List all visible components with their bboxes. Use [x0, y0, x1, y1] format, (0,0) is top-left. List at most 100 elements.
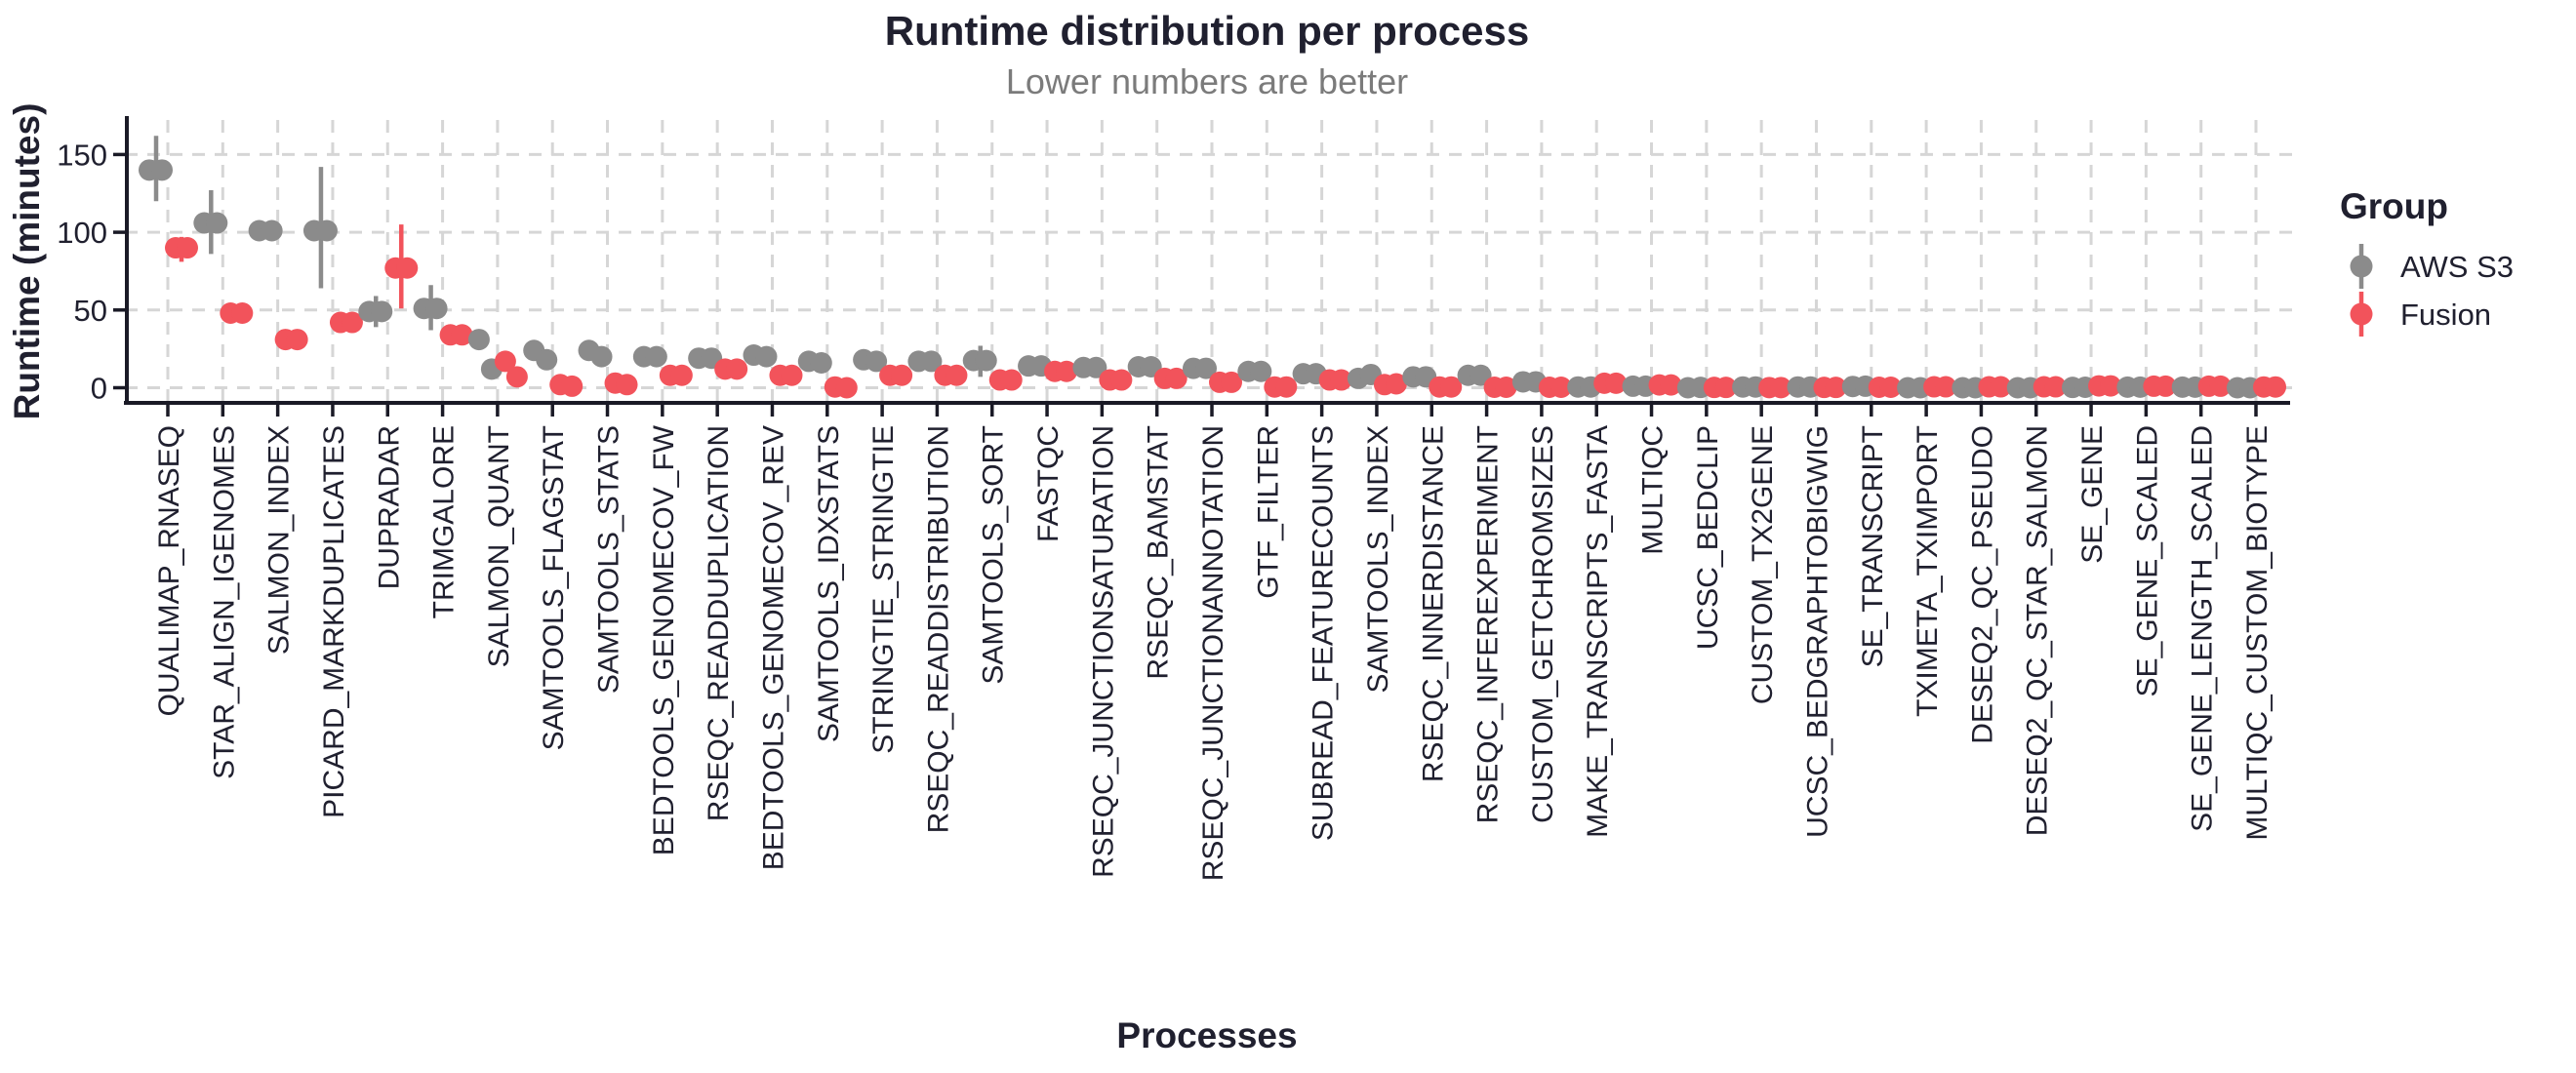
x-tick-label: RSEQC_JUNCTIONSATURATION	[1087, 425, 1119, 878]
x-tick-label: MULTIQC	[1637, 425, 1670, 555]
x-tick-label: SAMTOOLS_IDXSTATS	[813, 425, 845, 742]
data-point-fusion	[1275, 376, 1298, 398]
data-point-fusion	[177, 237, 198, 259]
data-point-aws	[1195, 357, 1218, 379]
legend-item-fusion: Fusion	[2350, 292, 2491, 337]
x-tick-label: FASTQC	[1032, 425, 1065, 542]
y-tick-label: 150	[57, 138, 107, 172]
x-tick-label: CUSTOM_GETCHROMSIZES	[1527, 425, 1559, 823]
x-axis-title: Processes	[1116, 1015, 1297, 1055]
data-point-fusion	[396, 257, 419, 279]
y-tick-label: 50	[74, 294, 107, 328]
data-point-fusion	[1495, 377, 1517, 399]
data-point-fusion	[1000, 369, 1023, 391]
x-tick-label: RSEQC_INFEREXPERIMENT	[1472, 425, 1505, 823]
data-point-aws	[206, 212, 228, 234]
data-point-fusion	[1550, 377, 1572, 399]
legend-item-label: Fusion	[2400, 298, 2491, 332]
data-point-aws	[645, 345, 667, 368]
data-point-aws	[755, 345, 778, 368]
data-point-aws	[975, 349, 997, 372]
data-point-fusion	[2100, 375, 2122, 397]
data-point-aws	[1085, 356, 1107, 378]
data-point-fusion	[451, 324, 473, 346]
legend: Group AWS S3 Fusion	[2340, 186, 2514, 337]
legend-item-aws: AWS S3	[2350, 244, 2514, 289]
data-point-fusion	[1990, 376, 2012, 398]
x-tick-label: PICARD_MARKDUPLICATES	[318, 425, 350, 818]
data-point-fusion	[2265, 376, 2287, 398]
data-point-fusion	[891, 364, 913, 386]
data-point-fusion	[286, 329, 308, 351]
x-tick-label: SE_GENE	[2076, 425, 2109, 564]
data-point-fusion	[670, 364, 693, 386]
x-tick-label: GTF_FILTER	[1252, 425, 1284, 599]
x-tick-label: SAMTOOLS_SORT	[978, 425, 1010, 685]
x-tick-label: SUBREAD_FEATURECOUNTS	[1308, 425, 1340, 841]
data-point-fusion	[2044, 376, 2067, 398]
data-point-fusion	[1714, 377, 1737, 399]
data-point-aws	[261, 219, 283, 242]
x-tick-label: DESEQ2_QC_STAR_SALMON	[2022, 425, 2054, 836]
legend-title: Group	[2340, 186, 2448, 226]
x-tick-label: SAMTOOLS_FLAGSTAT	[538, 425, 570, 750]
x-tick-label: SE_GENE_SCALED	[2131, 425, 2163, 696]
data-point-fusion	[1605, 372, 1628, 394]
data-point-fusion	[835, 377, 858, 399]
x-tick-label: MAKE_TRANSCRIPTS_FASTA	[1582, 425, 1614, 838]
data-point-aws	[865, 350, 888, 373]
x-tick-label: STAR_ALIGN_IGENOMES	[208, 425, 240, 779]
x-tick-label: SE_GENE_LENGTH_SCALED	[2187, 425, 2219, 832]
x-tick-label: STRINGTIE_STRINGTIE	[867, 425, 900, 754]
data-point-fusion	[2209, 375, 2232, 397]
data-point-fusion	[1221, 371, 1243, 393]
x-tick-label: SAMTOOLS_INDEX	[1362, 425, 1394, 694]
x-tick-label: RSEQC_READDUPLICATION	[703, 425, 735, 821]
data-point-aws	[920, 350, 943, 373]
data-points	[139, 159, 2287, 399]
x-tick-label: DESEQ2_QC_PSEUDO	[1966, 425, 1998, 744]
data-point-fusion	[505, 366, 528, 388]
data-point-aws	[425, 298, 448, 320]
data-point-fusion	[1165, 367, 1187, 389]
axis-ticks	[113, 152, 2258, 417]
data-point-aws	[467, 329, 490, 351]
data-point-fusion	[494, 350, 516, 373]
axis-lines	[124, 116, 2290, 405]
data-point-fusion	[1879, 377, 1902, 399]
data-point-fusion	[946, 364, 968, 386]
data-point-fusion	[726, 358, 748, 380]
legend-item-label: AWS S3	[2400, 250, 2514, 284]
x-tick-label: RSEQC_READDISTRIBUTION	[922, 425, 954, 833]
legend-fusion-point-icon	[2350, 302, 2373, 326]
x-tick-label: BEDTOOLS_GENOMECOV_REV	[757, 425, 789, 870]
y-tick-labels: 0 50 100 150	[57, 138, 107, 405]
data-point-fusion	[1330, 369, 1352, 391]
data-point-fusion	[1770, 377, 1792, 399]
x-tick-label: RSEQC_INNERDISTANCE	[1417, 425, 1449, 782]
x-tick-label: DUPRADAR	[373, 425, 405, 589]
data-point-fusion	[1660, 374, 1682, 396]
x-tick-labels: QUALIMAP_RNASEQ STAR_ALIGN_IGENOMES SALMON…	[153, 424, 2274, 881]
data-point-fusion	[616, 374, 638, 396]
x-tick-label: BEDTOOLS_GENOMECOV_FW	[648, 424, 680, 855]
data-point-fusion	[1385, 373, 1407, 395]
data-point-fusion	[1825, 377, 1847, 399]
x-tick-label: CUSTOM_TX2GENE	[1747, 425, 1779, 704]
data-point-fusion	[561, 375, 584, 397]
y-axis-title: Runtime (minutes)	[7, 103, 47, 420]
x-tick-label: SALMON_INDEX	[263, 425, 296, 655]
x-tick-label: RSEQC_JUNCTIONANNOTATION	[1197, 425, 1229, 881]
chart-title: Runtime distribution per process	[885, 8, 1529, 54]
x-tick-label: UCSC_BEDGRAPHTOBIGWIG	[1801, 425, 1833, 838]
data-point-fusion	[1440, 376, 1463, 398]
data-point-fusion	[781, 364, 803, 386]
y-tick-label: 100	[57, 216, 107, 250]
x-tick-label: QUALIMAP_RNASEQ	[153, 425, 185, 716]
legend-aws-point-icon	[2350, 255, 2373, 278]
data-point-fusion	[1056, 360, 1078, 382]
x-tick-label: SE_TRANSCRIPT	[1857, 425, 1889, 667]
x-tick-label: RSEQC_BAMSTAT	[1143, 425, 1175, 680]
